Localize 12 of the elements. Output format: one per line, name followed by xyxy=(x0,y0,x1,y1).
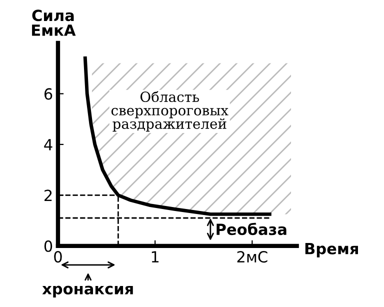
annotation: Область сверхпороговых раздражителей xyxy=(111,91,228,132)
y-tick-label: 4 xyxy=(44,139,52,150)
x-tick-label: 0 xyxy=(54,251,62,263)
y-tick-label: 6 xyxy=(44,88,52,100)
annotation: Реобаза xyxy=(216,222,286,236)
y-tick-label: 2 xyxy=(44,190,52,201)
x-tick-label: 2мС xyxy=(237,251,268,263)
y-tick-label: 0 xyxy=(44,240,52,252)
y-axis-title: Сила ЕмкА xyxy=(32,10,76,36)
text: хронаксия xyxy=(42,286,133,298)
x-axis-title: Время xyxy=(305,243,358,258)
x-tick-label: 1 xyxy=(152,251,159,262)
